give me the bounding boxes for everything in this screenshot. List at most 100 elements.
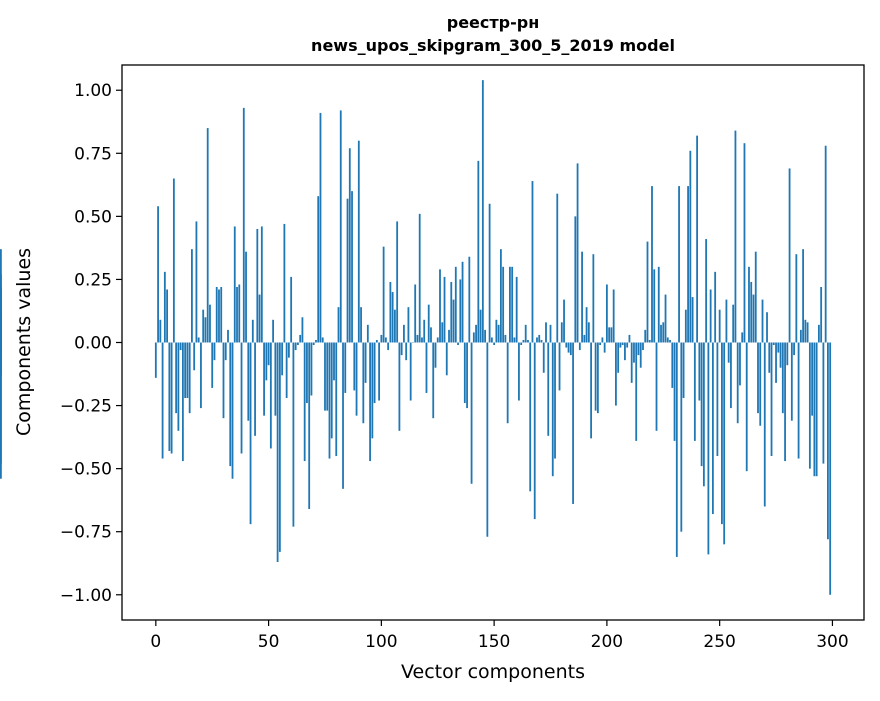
bar xyxy=(369,343,371,462)
bar xyxy=(274,343,276,416)
bar xyxy=(439,269,441,342)
bar xyxy=(656,343,658,431)
bar xyxy=(802,249,804,342)
bar xyxy=(189,343,191,414)
bar xyxy=(728,343,730,363)
bar xyxy=(218,290,220,343)
bar xyxy=(399,343,401,431)
bar xyxy=(554,343,556,459)
bar xyxy=(347,199,349,343)
bar xyxy=(804,320,806,343)
bar xyxy=(324,343,326,411)
bar xyxy=(295,343,297,351)
bar xyxy=(423,320,425,343)
x-tick-label: 150 xyxy=(478,632,510,652)
bar xyxy=(777,343,779,353)
bar xyxy=(829,343,831,595)
bar xyxy=(380,335,382,343)
bar xyxy=(493,343,495,346)
bar xyxy=(333,343,335,381)
bar xyxy=(764,343,766,507)
bar xyxy=(568,343,570,353)
bar xyxy=(647,242,649,343)
bar xyxy=(581,252,583,343)
bar xyxy=(281,343,283,376)
bar xyxy=(338,307,340,342)
bar xyxy=(202,310,204,343)
bar xyxy=(692,297,694,342)
bar xyxy=(320,113,322,343)
bar xyxy=(737,343,739,424)
bar xyxy=(732,305,734,343)
bar xyxy=(0,343,2,371)
bar xyxy=(735,131,737,343)
bar xyxy=(786,343,788,366)
bar xyxy=(455,267,457,343)
bar xyxy=(608,327,610,342)
bar xyxy=(367,325,369,343)
bar xyxy=(811,343,813,416)
bar xyxy=(446,343,448,376)
bar xyxy=(450,282,452,343)
bar xyxy=(344,343,346,393)
bar xyxy=(550,325,552,343)
bar xyxy=(358,141,360,343)
bar xyxy=(198,337,200,342)
bar xyxy=(164,272,166,343)
bar xyxy=(536,337,538,342)
bar xyxy=(780,343,782,368)
bar xyxy=(577,163,579,342)
bar xyxy=(288,343,290,358)
bar xyxy=(552,343,554,477)
bar xyxy=(308,343,310,510)
bar xyxy=(162,343,164,459)
bar xyxy=(227,330,229,343)
bar xyxy=(396,221,398,342)
bar xyxy=(220,287,222,343)
bar xyxy=(703,343,705,487)
bar xyxy=(437,337,439,342)
bar xyxy=(683,343,685,399)
bar xyxy=(419,214,421,343)
bar xyxy=(586,307,588,342)
bar xyxy=(473,332,475,342)
y-tick-label: −0.25 xyxy=(60,397,112,417)
bar xyxy=(559,343,561,391)
bar xyxy=(0,274,2,342)
bar xyxy=(500,249,502,342)
bar xyxy=(579,343,581,351)
bar xyxy=(635,343,637,441)
bar xyxy=(698,343,700,401)
bar xyxy=(299,335,301,343)
y-tick-label: 1.00 xyxy=(74,81,112,101)
bar xyxy=(520,343,522,346)
bar xyxy=(256,229,258,343)
bar xyxy=(543,343,545,373)
bar xyxy=(168,343,170,451)
bar xyxy=(687,186,689,342)
bar xyxy=(297,343,299,346)
bar xyxy=(685,310,687,343)
bar xyxy=(599,343,601,346)
bar xyxy=(475,325,477,343)
bar xyxy=(286,343,288,399)
bar xyxy=(617,343,619,373)
bar xyxy=(252,320,254,343)
bar xyxy=(484,330,486,343)
bar xyxy=(462,262,464,343)
bar xyxy=(290,277,292,343)
bar xyxy=(813,343,815,477)
bar xyxy=(613,290,615,343)
bar xyxy=(232,343,234,479)
bar xyxy=(595,343,597,411)
bar xyxy=(268,343,270,366)
bar xyxy=(592,254,594,342)
y-axis-label: Components values xyxy=(13,248,35,436)
bar xyxy=(389,282,391,343)
bar xyxy=(606,284,608,342)
bar xyxy=(261,226,263,342)
bar xyxy=(238,284,240,342)
bar xyxy=(408,307,410,342)
bar xyxy=(477,161,479,343)
bar xyxy=(175,343,177,414)
